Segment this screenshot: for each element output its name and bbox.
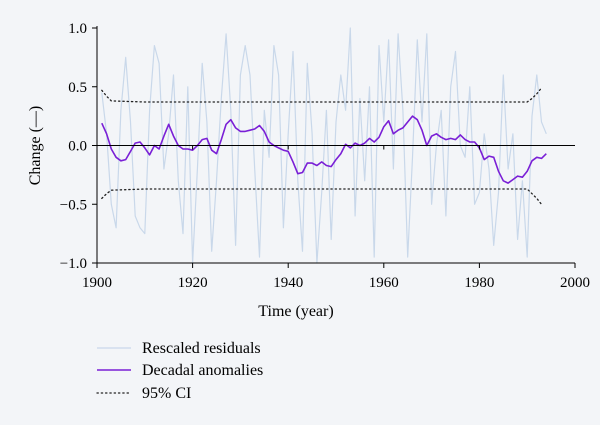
y-axis-title: Change (—) [27,106,44,186]
legend: Rescaled residuals Decadal anomalies 95% C… [96,340,263,402]
y-tick-label: −1.0 [60,256,87,272]
x-tick-label: 1940 [273,275,303,291]
legend-label: Decadal anomalies [142,362,263,379]
ci-upper-line [101,87,543,103]
x-tick-label: 1980 [464,275,494,291]
legend-label: 95% CI [142,385,191,402]
x-tick-label: 1900 [82,275,112,291]
x-tick-label: 2000 [560,275,590,291]
y-tick-label: 0.5 [68,80,87,96]
axes-layer: 1.0 0.5 0.0 −0.5 −1.0 1900 1920 1940 1960 1980 200… [27,21,590,320]
ci-lower-line [101,188,543,205]
anomalies-series-line [101,115,547,184]
y-tick-label: 0.0 [68,139,87,155]
y-tick-label: 1.0 [68,21,87,37]
x-tick-label: 1960 [369,275,399,291]
y-tick-label: −0.5 [60,197,87,213]
x-tick-label: 1920 [178,275,208,291]
legend-label: Rescaled residuals [142,340,261,357]
x-axis-title: Time (year) [258,303,333,320]
